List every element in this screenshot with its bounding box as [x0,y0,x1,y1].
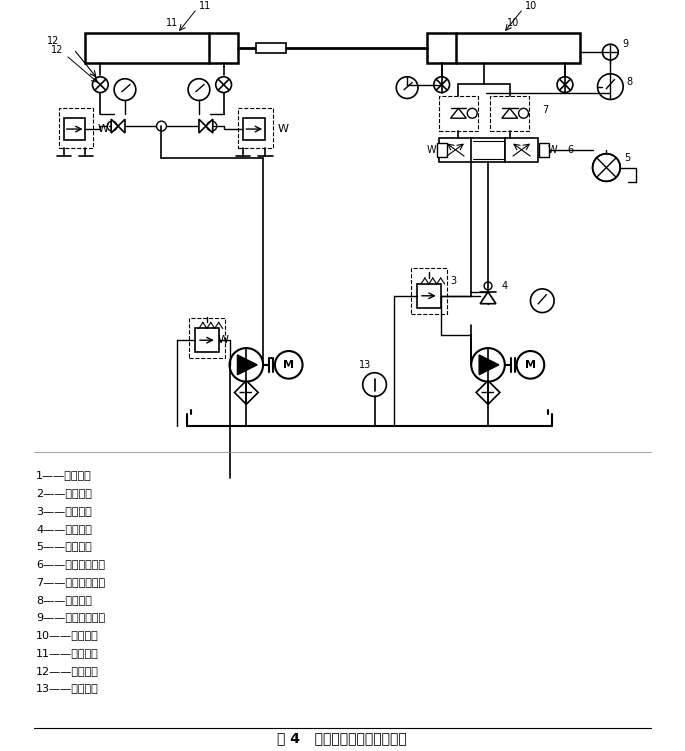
Text: 3——溢流阀；: 3——溢流阀； [36,506,92,516]
Circle shape [516,351,545,379]
Bar [539,143,549,157]
Bar [427,33,580,63]
Circle shape [434,77,449,92]
Polygon shape [479,355,499,375]
Circle shape [363,372,386,397]
Polygon shape [199,119,206,133]
Polygon shape [206,119,213,133]
Polygon shape [238,355,257,375]
Text: 8——压力表；: 8——压力表； [36,595,92,605]
Text: W: W [547,145,557,155]
Bar [64,118,86,140]
Circle shape [92,77,108,92]
Bar [195,328,219,352]
Bar [438,138,472,161]
Text: 9: 9 [622,39,628,50]
Circle shape [229,348,263,382]
Polygon shape [476,381,500,404]
Text: 10: 10 [525,1,537,11]
Bar [471,138,505,161]
Circle shape [603,44,619,60]
Text: 5: 5 [624,152,630,163]
Text: W: W [217,335,228,345]
Polygon shape [234,381,258,404]
Polygon shape [111,119,118,133]
Text: 11——加载缸；: 11——加载缸； [36,648,99,658]
Bar [189,318,225,358]
Bar [438,95,478,131]
Circle shape [557,77,573,92]
Text: W: W [277,124,288,134]
Circle shape [597,74,623,99]
Text: 11: 11 [166,19,178,29]
Text: 11: 11 [199,1,211,11]
Text: 4: 4 [502,281,508,291]
Text: 3: 3 [451,276,457,286]
Text: 9——压力表开关；: 9——压力表开关； [36,612,105,623]
Circle shape [207,121,216,131]
Circle shape [157,121,166,131]
Text: 12: 12 [47,36,59,47]
Circle shape [467,108,477,118]
Text: 6: 6 [567,145,573,155]
Circle shape [188,79,210,101]
Text: 10: 10 [507,19,519,29]
Text: 13——温度计。: 13——温度计。 [36,683,99,693]
Text: 13: 13 [359,360,371,369]
Bar [86,33,238,63]
Circle shape [519,108,528,118]
Text: W: W [427,145,436,155]
Text: 1——过滤器；: 1——过滤器； [36,470,92,481]
Bar [238,108,273,148]
Text: 5——流量计；: 5——流量计； [36,541,92,551]
Polygon shape [118,119,125,133]
Bar [417,284,440,308]
Text: 6——电磁换向阀；: 6——电磁换向阀； [36,559,105,569]
Text: M: M [525,360,536,369]
Circle shape [530,289,554,312]
Circle shape [471,348,505,382]
Text: 12: 12 [51,45,63,55]
Text: 2——液压泵；: 2——液压泵； [36,488,92,498]
Text: 10——被试缸；: 10——被试缸； [36,630,99,640]
Text: 7——单向节流阀；: 7——单向节流阀； [36,577,105,587]
Polygon shape [451,108,466,118]
Circle shape [593,154,620,181]
Text: 12——截止阀；: 12——截止阀； [36,665,99,676]
Bar [243,118,265,140]
Text: 8: 8 [626,77,632,86]
Circle shape [114,79,136,101]
Text: M: M [283,360,295,369]
Circle shape [484,282,492,290]
Circle shape [108,121,117,131]
Text: 4——单向阀；: 4——单向阀； [36,523,92,534]
Circle shape [275,351,303,379]
Bar [256,44,286,53]
Bar [505,138,538,161]
Polygon shape [480,292,496,303]
Bar [490,95,530,131]
Text: W: W [98,124,109,134]
Bar [437,143,447,157]
Text: 7: 7 [543,105,549,116]
Text: 图 4   型式试验液压系统原理图: 图 4 型式试验液压系统原理图 [277,731,407,745]
Circle shape [216,77,232,92]
Circle shape [396,77,418,98]
Polygon shape [502,108,518,118]
Bar [59,108,93,148]
Bar [411,268,447,314]
